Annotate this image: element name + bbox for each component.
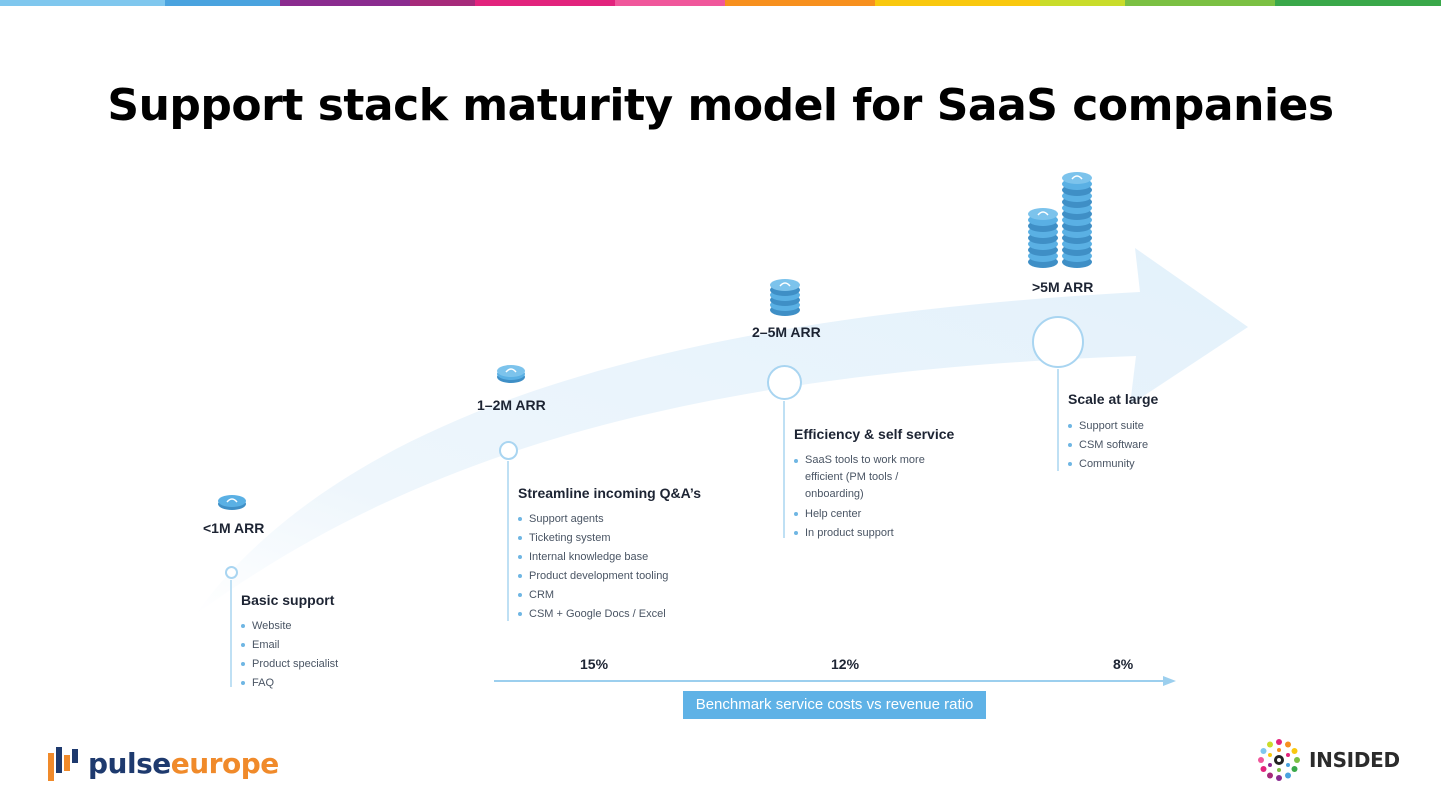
list-item: SaaS tools to work more efficient (PM to… xyxy=(794,452,939,503)
list-item: Product development tooling xyxy=(518,567,698,586)
stage-marker-1 xyxy=(225,566,238,579)
pulse-logo-icon xyxy=(48,747,78,781)
logo-word-pulse: pulse xyxy=(88,746,171,780)
stage-list-4: Support suite CSM software Community xyxy=(1068,417,1178,474)
stage-marker-2 xyxy=(499,441,518,460)
logo-word-europe: europe xyxy=(170,746,280,780)
stage-line-4 xyxy=(1057,369,1059,471)
benchmark-pct-3: 8% xyxy=(1113,656,1134,672)
list-item: Email xyxy=(241,636,391,655)
top-color-stripe xyxy=(0,0,1441,6)
insided-logo-icon xyxy=(1258,739,1300,781)
benchmark-pct-1: 15% xyxy=(580,656,609,672)
list-item: Website xyxy=(241,617,391,636)
stage-list-1: Website Email Product specialist FAQ xyxy=(241,617,391,693)
stage-list-2: Support agents Ticketing system Internal… xyxy=(518,510,698,624)
list-item: In product support xyxy=(794,524,939,543)
stage-list-3: SaaS tools to work more efficient (PM to… xyxy=(794,452,939,543)
coin-icon xyxy=(497,365,525,383)
list-item: Support suite xyxy=(1068,417,1178,436)
stage-line-2 xyxy=(507,461,509,621)
arr-label-1: <1M ARR xyxy=(203,520,265,536)
list-item: Ticketing system xyxy=(518,529,698,548)
insided-logo: INSIDED xyxy=(1255,735,1400,785)
benchmark-pct-2: 12% xyxy=(831,656,860,672)
benchmark-label: Benchmark service costs vs revenue ratio xyxy=(683,691,986,719)
logo-word-insided: INSIDED xyxy=(1309,748,1400,772)
list-item: Internal knowledge base xyxy=(518,548,698,567)
list-item: Help center xyxy=(794,505,939,524)
coin-stacks-icon xyxy=(1028,172,1092,268)
list-item: CRM xyxy=(518,586,698,605)
arr-label-3: 2–5M ARR xyxy=(752,324,821,340)
stage-line-3 xyxy=(783,401,785,538)
coin-stack-icon xyxy=(770,279,800,316)
arr-label-2: 1–2M ARR xyxy=(477,397,546,413)
stage-title-3: Efficiency & self service xyxy=(794,426,955,442)
stage-marker-4 xyxy=(1032,316,1084,368)
pulse-europe-logo: pulseeurope xyxy=(48,745,279,781)
coin-icon xyxy=(218,495,246,510)
stage-title-2: Streamline incoming Q&A’s xyxy=(518,485,702,501)
list-item: Support agents xyxy=(518,510,698,529)
stage-marker-3 xyxy=(767,365,802,400)
list-item: Product specialist xyxy=(241,655,391,674)
stage-title-4: Scale at large xyxy=(1068,391,1159,407)
list-item: CSM + Google Docs / Excel xyxy=(518,605,698,624)
list-item: CSM software xyxy=(1068,436,1178,455)
stage-title-1: Basic support xyxy=(241,592,335,608)
stage-line-1 xyxy=(230,580,232,687)
page-title: Support stack maturity model for SaaS co… xyxy=(107,80,1334,131)
arr-label-4: >5M ARR xyxy=(1032,279,1094,295)
list-item: FAQ xyxy=(241,674,391,693)
list-item: Community xyxy=(1068,455,1178,474)
